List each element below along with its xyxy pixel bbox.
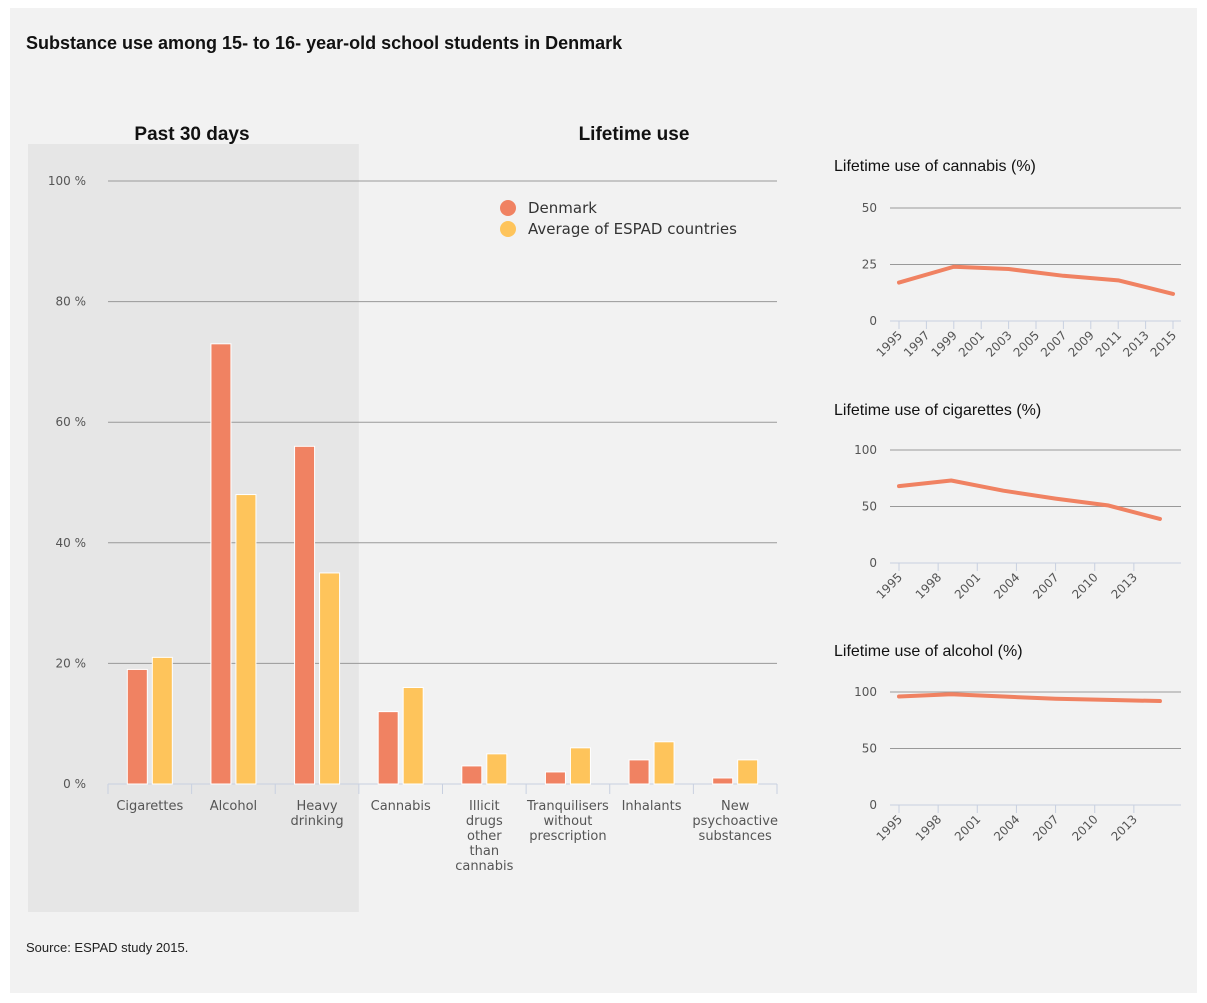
- category-label: Cigarettes: [116, 799, 183, 814]
- category-label: Heavy drinking: [291, 799, 344, 829]
- y-tick-label: 50: [862, 742, 877, 756]
- x-tick-label: 2009: [1065, 328, 1096, 359]
- category-label: Inhalants: [622, 799, 682, 814]
- mini-chart-title: Lifetime use of cannabis (%): [834, 158, 1036, 175]
- category-label-line: Inhalants: [622, 799, 682, 814]
- x-tick-label: 1998: [913, 812, 944, 843]
- bar-espad: [737, 759, 759, 785]
- bar-espad: [653, 741, 675, 785]
- bar-espad: [235, 494, 257, 785]
- category-label: Alcohol: [210, 799, 257, 814]
- category-label-line: Alcohol: [210, 799, 257, 814]
- bar-denmark: [210, 343, 232, 785]
- bar-denmark: [712, 777, 734, 785]
- series-line-denmark: [897, 264, 1175, 296]
- legend-label: Denmark: [528, 199, 597, 217]
- x-tick-label: 2005: [1011, 328, 1042, 359]
- y-tick-label: 0 %: [63, 777, 86, 791]
- x-tick-label: 1995: [874, 570, 905, 601]
- category-label: Tranquilisers without prescription: [526, 799, 609, 844]
- category-label-line: other: [467, 829, 502, 844]
- x-tick-label: 1998: [913, 570, 944, 601]
- category-label-line: without: [544, 814, 593, 829]
- category-label: Illicit drugs other than cannabis: [455, 799, 513, 874]
- section-label-past-30-days: Past 30 days: [134, 124, 249, 145]
- bar-espad: [402, 687, 424, 785]
- y-tick-label: 25: [862, 258, 877, 272]
- x-tick-label: 2004: [991, 570, 1022, 601]
- bar-denmark: [377, 711, 399, 785]
- y-tick-label: 0: [869, 798, 877, 812]
- y-tick-label: 20 %: [56, 656, 87, 670]
- x-tick-label: 2015: [1148, 328, 1179, 359]
- category-label-line: cannabis: [455, 859, 513, 874]
- series-line-denmark: [897, 692, 1162, 704]
- x-tick-label: 1997: [901, 328, 932, 359]
- legend-marker-espad: [500, 221, 516, 237]
- category-label-line: Heavy: [296, 799, 337, 814]
- x-tick-label: 1999: [928, 328, 959, 359]
- category-label-line: psychoactive: [692, 814, 778, 829]
- y-tick-label: 0: [869, 556, 877, 570]
- bar-espad: [151, 656, 173, 785]
- x-tick-label: 2007: [1030, 570, 1061, 601]
- bar-denmark: [628, 759, 650, 785]
- bar-denmark: [544, 771, 566, 785]
- category-label-line: Illicit: [469, 799, 500, 814]
- category-label-line: Cannabis: [371, 799, 431, 814]
- x-tick-label: 2010: [1069, 570, 1100, 601]
- bar-espad: [486, 753, 508, 785]
- x-tick-label: 2004: [991, 812, 1022, 843]
- y-tick-label: 60 %: [56, 415, 87, 429]
- legend-marker-denmark: [500, 200, 516, 216]
- category-label-line: Cigarettes: [116, 799, 183, 814]
- mini-chart-title: Lifetime use of alcohol (%): [834, 643, 1023, 660]
- bar-espad: [319, 572, 341, 785]
- category-label-line: Tranquilisers: [526, 799, 609, 814]
- section-label-lifetime-use: Lifetime use: [579, 124, 690, 145]
- y-tick-label: 50: [862, 201, 877, 215]
- category-label-line: drinking: [291, 814, 344, 829]
- x-tick-label: 2007: [1038, 328, 1069, 359]
- legend-label: Average of ESPAD countries: [528, 220, 737, 238]
- y-tick-label: 50: [862, 500, 877, 514]
- x-tick-label: 2007: [1030, 812, 1061, 843]
- bar-denmark: [126, 668, 148, 785]
- y-tick-label: 80 %: [56, 295, 87, 309]
- x-tick-label: 2001: [952, 570, 983, 601]
- x-tick-label: 2013: [1108, 812, 1139, 843]
- category-label: New psychoactive substances: [692, 799, 778, 844]
- y-tick-label: 40 %: [56, 536, 87, 550]
- x-tick-label: 1995: [874, 328, 905, 359]
- x-tick-label: 2013: [1108, 570, 1139, 601]
- y-tick-label: 100 %: [48, 174, 86, 188]
- x-tick-label: 2010: [1069, 812, 1100, 843]
- x-tick-label: 2013: [1120, 328, 1151, 359]
- y-tick-label: 0: [869, 314, 877, 328]
- y-tick-label: 100: [854, 685, 877, 699]
- x-tick-label: 2011: [1093, 328, 1124, 359]
- category-label: Cannabis: [371, 799, 431, 814]
- x-tick-label: 2001: [956, 328, 987, 359]
- x-tick-label: 1995: [874, 812, 905, 843]
- category-label-line: than: [470, 844, 500, 859]
- x-tick-label: 2001: [952, 812, 983, 843]
- source-note: Source: ESPAD study 2015.: [26, 940, 189, 955]
- bar-denmark: [461, 765, 483, 785]
- page-title: Substance use among 15- to 16- year-old …: [26, 33, 623, 53]
- x-tick-label: 2003: [983, 328, 1014, 359]
- bar-denmark: [294, 445, 316, 785]
- bar-espad: [569, 747, 591, 785]
- category-label-line: substances: [699, 829, 772, 844]
- category-label-line: drugs: [466, 814, 503, 829]
- category-label-line: New: [721, 799, 750, 814]
- series-line-denmark: [897, 478, 1162, 521]
- mini-chart-title: Lifetime use of cigarettes (%): [834, 402, 1041, 419]
- category-label-line: prescription: [529, 829, 606, 844]
- y-tick-label: 100: [854, 443, 877, 457]
